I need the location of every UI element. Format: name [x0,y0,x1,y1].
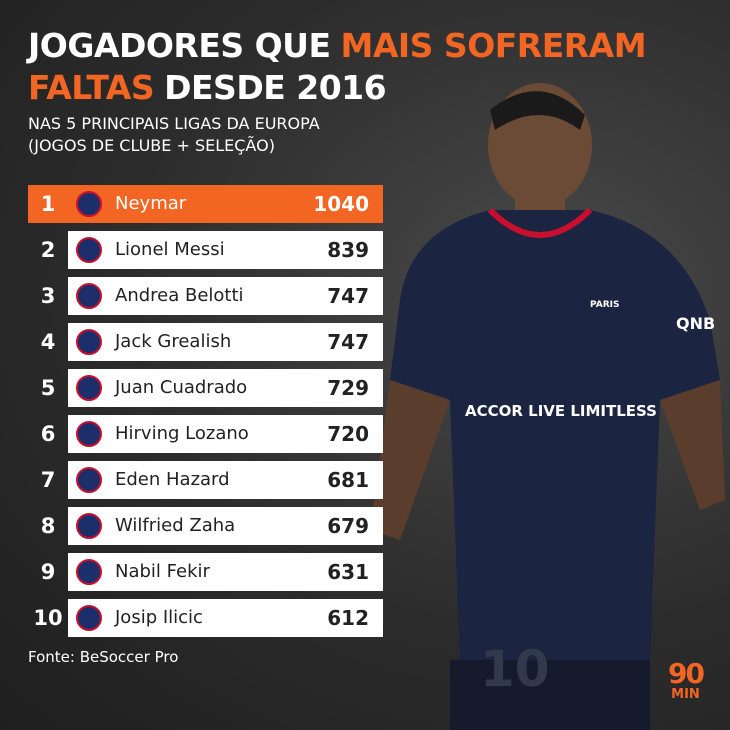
player-name: Eden Hazard [115,469,230,490]
club-badge [76,559,102,585]
player-name: Neymar [115,193,187,214]
club-badge [76,375,102,401]
logo-text: MIN [671,687,700,702]
title-line: JOGADORES QUE MAIS SOFRERAM [28,26,647,65]
row-box: Jack Grealish 747 [68,323,383,361]
fouls-value: 679 [327,514,369,538]
rank: 10 [33,606,63,630]
table-row: 8 Wilfried Zaha 679 [28,507,383,545]
club-badge [76,191,102,217]
player-hair [490,91,585,130]
player-name: Andrea Belotti [115,285,244,306]
club-badge [76,283,102,309]
logo-number: 90 [668,657,705,690]
row-box: Neymar 1040 [68,185,383,223]
shirt-collar [487,207,593,238]
fouls-value: 839 [327,238,369,262]
player-photo [370,83,725,730]
row-box: Nabil Fekir 631 [68,553,383,591]
rank: 5 [40,376,56,400]
row-box: Wilfried Zaha 679 [68,507,383,545]
player-name: Hirving Lozano [115,423,249,444]
subtitle: NAS 5 PRINCIPAIS LIGAS DA EUROPA [28,114,320,133]
rank: 9 [40,560,56,584]
player-shirt [390,210,720,660]
shirt-number: 10 [480,640,550,698]
rank: 4 [40,330,56,354]
table-row: 6 Hirving Lozano 720 [28,415,383,453]
title-text: JOGADORES QUE [28,26,331,65]
fouls-value: 612 [327,606,369,630]
shirt-sponsor: ACCOR LIVE LIMITLESS [465,402,657,420]
fouls-value: 631 [327,560,369,584]
player-name: Wilfried Zaha [115,515,236,536]
table-row: 5 Juan Cuadrado 729 [28,369,383,407]
table-row: 4 Jack Grealish 747 [28,323,383,361]
player-name: Lionel Messi [115,239,225,260]
table-row: 9 Nabil Fekir 631 [28,553,383,591]
player-name: Juan Cuadrado [115,377,248,398]
row-box: Eden Hazard 681 [68,461,383,499]
shirt-sleeve: QNB [676,314,716,333]
table-row: 1 Neymar 1040 [28,185,383,223]
source: Fonte: BeSoccer Pro [28,648,179,666]
club-badge [76,329,102,355]
row-box: Lionel Messi 839 [68,231,383,269]
player-name: Josip Ilicic [115,607,203,628]
title-highlight: FALTAS [28,68,155,107]
player-name: Jack Grealish [115,331,232,352]
shirt-club: PARIS [590,300,620,310]
fouls-value: 729 [327,376,369,400]
rank: 7 [40,468,56,492]
fouls-value: 1040 [313,192,369,216]
subtitle: (JOGOS DE CLUBE + SELEÇÃO) [28,136,275,155]
table-row: 2 Lionel Messi 839 [28,231,383,269]
rank: 3 [40,284,56,308]
title-text: DESDE 2016 [164,68,387,107]
row-box: Juan Cuadrado 729 [68,369,383,407]
club-badge [76,467,102,493]
logo: 90 MIN [668,657,705,702]
player-name: Nabil Fekir [115,561,210,582]
player-shorts [450,660,650,730]
title-line: FALTAS DESDE 2016 [28,68,387,107]
fouls-value: 720 [327,422,369,446]
club-badge [76,605,102,631]
rank: 1 [40,192,56,216]
club-badge [76,421,102,447]
title-highlight: MAIS SOFRERAM [340,26,647,65]
row-box: Andrea Belotti 747 [68,277,383,315]
club-badge [76,513,102,539]
fouls-value: 747 [327,284,369,308]
table-row: 10 Josip Ilicic 612 [28,599,383,637]
club-badge [76,237,102,263]
fouls-value: 747 [327,330,369,354]
rank: 8 [40,514,56,538]
rank: 6 [40,422,56,446]
rank: 2 [40,238,56,262]
player-arms [370,380,725,540]
row-box: Josip Ilicic 612 [68,599,383,637]
table-row: 7 Eden Hazard 681 [28,461,383,499]
fouls-value: 681 [327,468,369,492]
table-row: 3 Andrea Belotti 747 [28,277,383,315]
row-box: Hirving Lozano 720 [68,415,383,453]
